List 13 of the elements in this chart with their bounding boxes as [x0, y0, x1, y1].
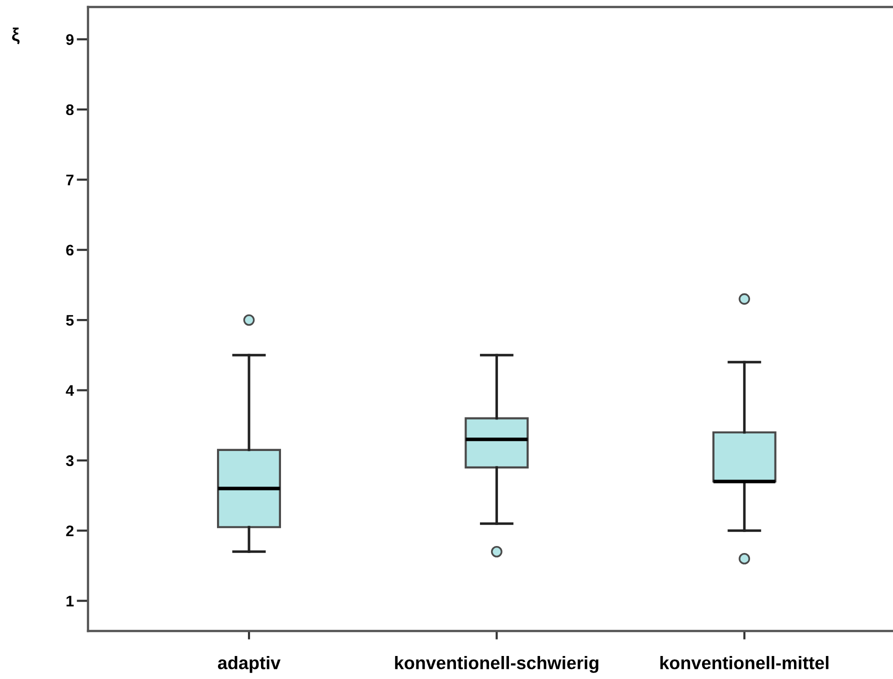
- y-tick-label: 8: [66, 104, 74, 116]
- y-tick-label: 9: [66, 34, 74, 45]
- y-tick-label: 5: [66, 315, 74, 326]
- x-tick-label: konventionell-schwierig: [395, 656, 598, 673]
- y-tick-label: 4: [66, 385, 74, 396]
- y-axis-title: ξ: [12, 28, 20, 44]
- y-tick-label: 1: [66, 596, 74, 606]
- y-tick-label: 7: [66, 174, 74, 186]
- y-tick-label: 6: [66, 244, 74, 256]
- x-tick-label: konventionell-mittel: [660, 656, 828, 670]
- y-tick-label: 2: [66, 525, 74, 536]
- y-tick-label: 3: [66, 455, 74, 466]
- x-tick-label: adaptiv: [218, 656, 281, 673]
